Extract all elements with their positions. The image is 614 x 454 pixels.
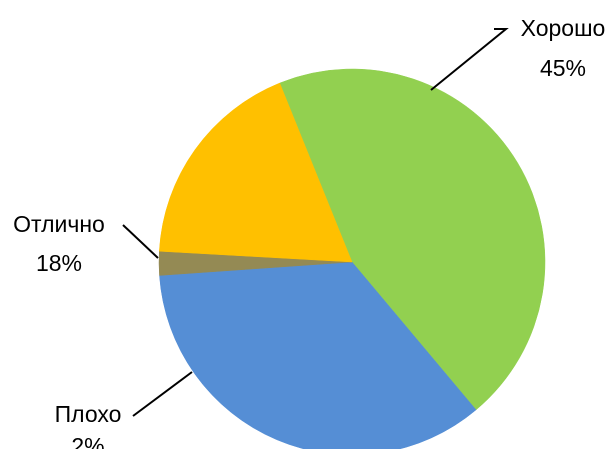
leader-line-1: [430, 28, 509, 91]
pie-labels: Хорошо 45% Плохо 2% Отлично 18%: [13, 15, 606, 454]
slice-value-label-3: 2%: [71, 433, 104, 449]
leader-line-4: [122, 224, 159, 259]
pie-slice-1: [279, 68, 546, 411]
slice-label-4: Отлично: [13, 211, 105, 237]
slice-label-1: Хорошо: [521, 15, 606, 41]
slice-label-3: Плохо: [55, 401, 122, 427]
pie-slices: [158, 68, 546, 454]
slice-value-label-4: 18%: [36, 250, 82, 276]
pie-slice-2: [159, 261, 477, 454]
pie-slice-4: [159, 82, 353, 263]
leader-line-3: [132, 371, 193, 417]
slice-value-label-1: 45%: [540, 55, 586, 81]
